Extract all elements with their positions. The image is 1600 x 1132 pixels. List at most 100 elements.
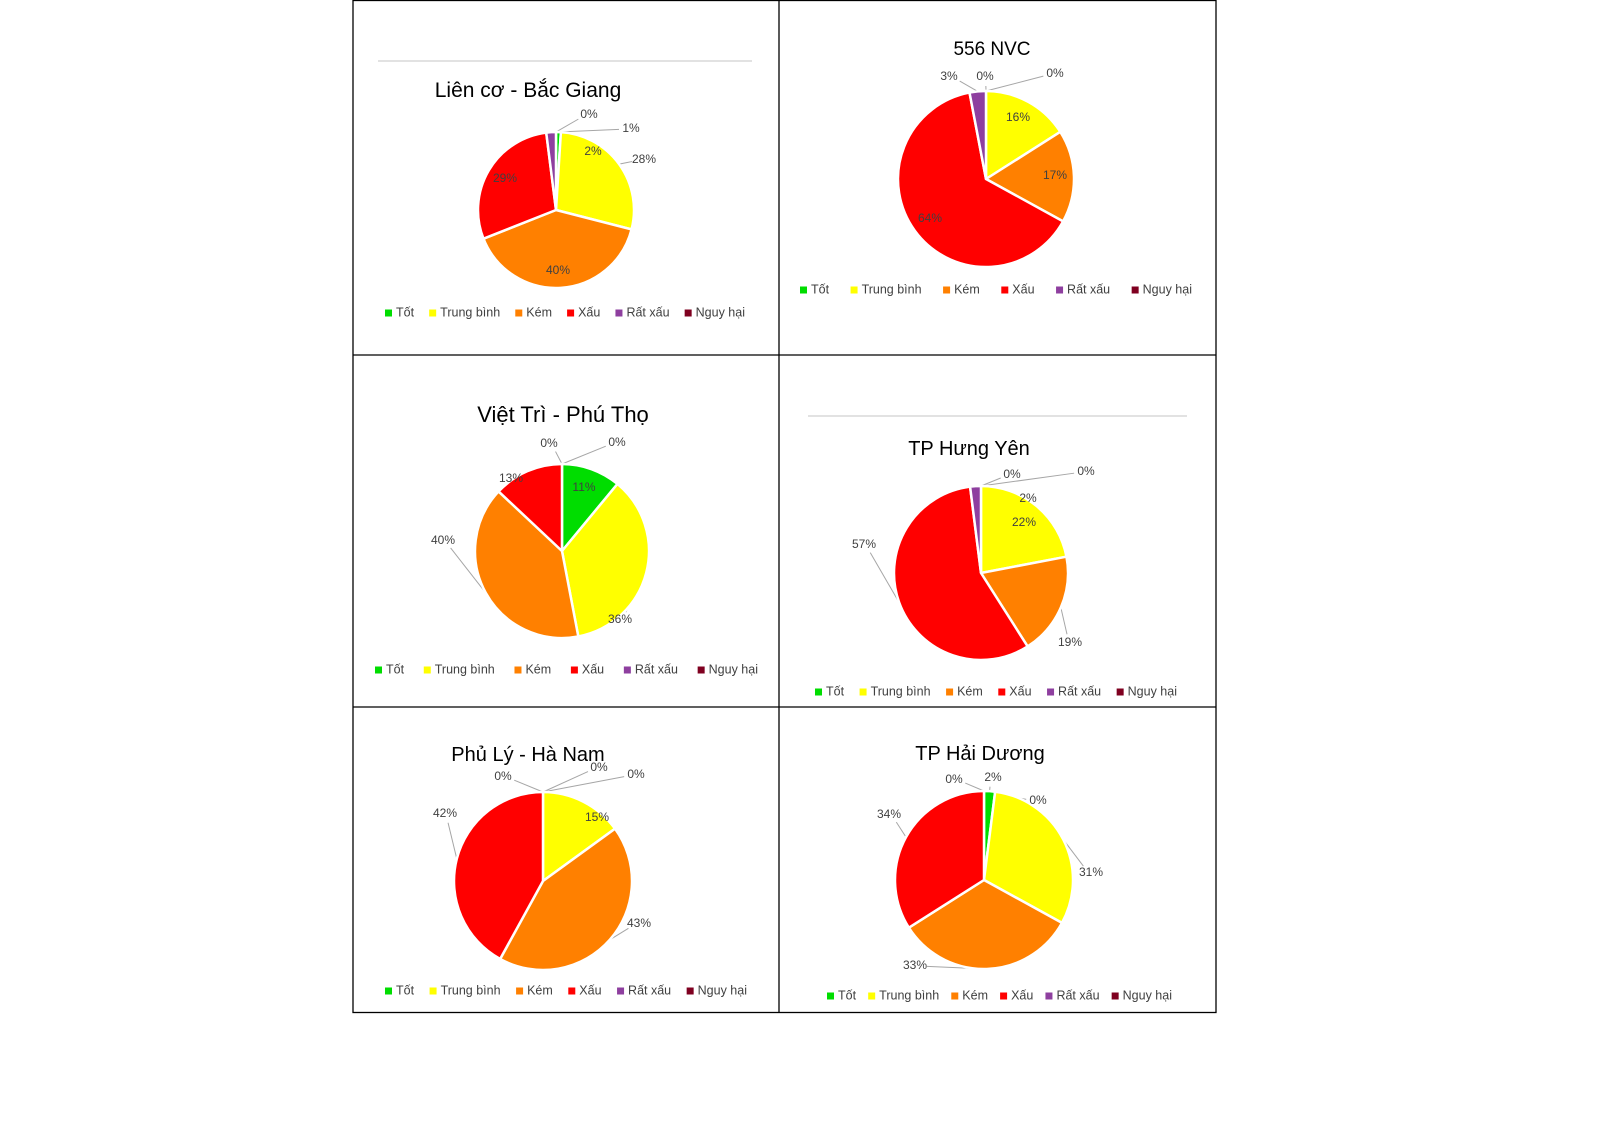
legend-swatch [570, 666, 578, 674]
data-label: 0% [1046, 66, 1064, 80]
legend-label: Tốt [396, 305, 415, 319]
chart-title: Phủ Lý - Hà Nam [451, 744, 604, 766]
pie-chart: TP Hưng Yên 0% 22% 19% 57% 2% 0% Tốt Trung bình K… [815, 438, 1177, 698]
pie-chart: TP Hải Dương 2% 31% 33% 34% 0% 0% Tốt Trung bình… [827, 743, 1172, 1002]
legend-swatch [514, 666, 522, 674]
pie-slice-1 [560, 482, 651, 638]
data-label: 29% [493, 171, 517, 185]
legend-swatch [515, 309, 523, 317]
legend-label: Nguy hại [1123, 988, 1172, 1002]
leader-line [447, 822, 458, 859]
legend-swatch [684, 309, 692, 317]
data-label: 3% [940, 69, 958, 83]
legend-swatch [429, 309, 437, 317]
data-label: 36% [608, 612, 632, 626]
data-label: 40% [431, 533, 455, 547]
legend-swatch [686, 987, 694, 995]
data-label: 28% [632, 152, 656, 166]
legend-label: Tốt [386, 662, 405, 676]
legend: Tốt Trung bình Kém Xấu Rất xấu Nguy hại [815, 684, 1177, 698]
legend-swatch [516, 987, 524, 995]
data-label: 0% [494, 769, 512, 783]
pie-slice-1 [554, 130, 636, 231]
legend-swatch [800, 286, 807, 294]
legend-swatch [1111, 992, 1119, 1000]
data-label: 0% [1003, 467, 1021, 481]
leader-line [514, 779, 544, 793]
data-label: 42% [433, 806, 457, 820]
legend-label: Trung bình [879, 988, 939, 1002]
legend: Tốt Trung bình Kém Xấu Rất xấu Nguy hại [827, 988, 1172, 1002]
leader-lines [959, 75, 1044, 92]
leader-line [869, 552, 900, 603]
pie-chart: Việt Trì - Phú Thọ 11% 36% 40% 13% 0% 0% Tốt Tru… [375, 402, 758, 676]
legend: Tốt Trung bình Kém Xấu Rất xấu Nguy hại [385, 983, 747, 997]
pie-slice-2 [978, 555, 1070, 649]
leader-line [450, 547, 487, 594]
legend-swatch [1000, 992, 1008, 1000]
pie-slice-3 [476, 131, 558, 241]
legend-label: Rất xấu [1056, 988, 1099, 1002]
data-label: 0% [590, 760, 608, 774]
leader-line [542, 771, 589, 793]
legend-swatch [943, 286, 951, 294]
legend-swatch [375, 666, 382, 674]
legend-swatch [1045, 992, 1053, 1000]
legend-label: Kém [954, 282, 980, 296]
leader-line [558, 128, 620, 133]
legend-label: Nguy hại [1143, 282, 1192, 296]
data-label: 34% [877, 807, 901, 821]
pie-slice-4 [968, 89, 988, 180]
legend-swatch [1047, 688, 1055, 696]
legend-swatch [568, 987, 576, 995]
chart-title: TP Hưng Yên [908, 438, 1030, 460]
data-label: 64% [918, 211, 942, 225]
data-label: 0% [976, 69, 994, 83]
data-label: 15% [585, 810, 609, 824]
legend-label: Xấu [1009, 684, 1031, 698]
legend-label: Rất xấu [635, 662, 678, 676]
data-label: 22% [1012, 515, 1036, 529]
legend-swatch [1131, 286, 1139, 294]
data-label: 0% [1077, 464, 1095, 478]
data-label: 57% [852, 537, 876, 551]
legend-swatch [1001, 286, 1009, 294]
legend-swatch [1056, 286, 1064, 294]
legend-swatch [868, 992, 876, 1000]
data-label: 43% [627, 916, 651, 930]
legend-swatch [1116, 688, 1124, 696]
leader-line [965, 782, 985, 792]
legend-swatch [617, 987, 625, 995]
legend-swatch [951, 992, 959, 1000]
legend-swatch [946, 688, 954, 696]
data-label: 0% [945, 772, 963, 786]
legend-label: Trung bình [862, 282, 922, 296]
legend-label: Rất xấu [628, 983, 671, 997]
data-label: 13% [499, 471, 523, 485]
pie-slice-2 [983, 130, 1076, 224]
legend-label: Rất xấu [626, 305, 669, 319]
legend-label: Nguy hại [709, 662, 758, 676]
decorative-lines [378, 60, 1187, 417]
data-label: 0% [1029, 793, 1047, 807]
leader-line [542, 776, 625, 793]
data-label: 31% [1079, 865, 1103, 879]
legend-swatch [423, 666, 431, 674]
pie-slice-3 [452, 790, 545, 961]
pie-chart: Liên cơ - Bắc Giang 1% 28% 40% 29% 2% 0% Tốt Tru… [385, 79, 745, 319]
legend-swatch [815, 688, 822, 696]
chart-title: Liên cơ - Bắc Giang [435, 79, 622, 102]
pie-chart: 556 NVC 0% 16% 17% 64% 3% 0% Tốt Trung bình Kém Xấ… [800, 39, 1192, 296]
pie-slice-2 [481, 208, 634, 290]
leader-lines [447, 771, 629, 941]
leader-line [959, 80, 978, 92]
leader-line [555, 451, 563, 465]
pie-slice-1 [541, 790, 617, 884]
data-label: 2% [1019, 491, 1037, 505]
pie-slice-3 [496, 462, 564, 554]
grid-borders [352, 0, 1217, 1014]
chart-title: TP Hải Dương [915, 743, 1045, 765]
legend-label: Trung bình [871, 684, 931, 698]
legend-label: Kém [957, 684, 983, 698]
